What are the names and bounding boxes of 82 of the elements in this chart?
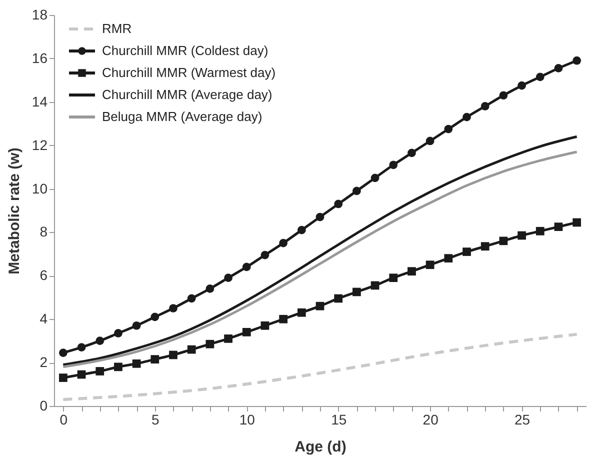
point	[572, 56, 582, 65]
point	[316, 302, 324, 310]
point	[114, 362, 122, 372]
point	[297, 308, 306, 317]
point	[58, 348, 68, 357]
point	[334, 200, 343, 208]
point	[370, 281, 380, 290]
y-tick-label: 14	[32, 93, 48, 110]
point	[426, 260, 434, 269]
point	[536, 226, 544, 236]
legend-label: Churchill MMR (Coldest day)	[102, 43, 268, 58]
line-series	[62, 332, 578, 401]
point	[480, 242, 490, 251]
point	[242, 262, 251, 272]
point	[352, 186, 361, 196]
x-tick-label: 15	[331, 412, 347, 428]
point	[260, 250, 270, 260]
y-tick-label: 12	[32, 136, 48, 153]
y-tick-label: 18	[32, 6, 48, 22]
y-tick-label: 10	[32, 180, 48, 196]
point	[279, 238, 288, 248]
point	[408, 148, 416, 158]
point	[572, 218, 582, 227]
x-tick-label: 0	[60, 412, 68, 428]
point	[260, 321, 270, 330]
point	[554, 222, 563, 231]
point	[279, 314, 288, 324]
y-tick-label: 6	[40, 267, 48, 284]
x-tick-label: 10	[239, 412, 256, 428]
point	[462, 248, 471, 256]
point	[206, 284, 214, 293]
point	[370, 174, 380, 182]
point	[462, 112, 471, 122]
point	[96, 336, 104, 346]
point	[499, 91, 508, 100]
y-tick-label: 8	[40, 224, 48, 240]
point	[132, 359, 141, 368]
point	[58, 374, 68, 382]
legend-label: Beluga MMR (Average day)	[102, 109, 262, 124]
point	[206, 340, 214, 348]
point	[224, 274, 232, 282]
x-tick-label: 25	[514, 412, 530, 428]
point	[389, 274, 398, 282]
point	[297, 226, 306, 234]
point	[426, 136, 434, 146]
point	[150, 355, 160, 364]
point	[169, 350, 178, 360]
x-tick-label: 5	[152, 412, 160, 428]
legend-label: Churchill MMR (Warmest day)	[102, 65, 276, 80]
point	[518, 81, 526, 90]
point	[77, 370, 86, 379]
point	[389, 160, 398, 170]
legend-label: RMR	[102, 21, 132, 36]
point	[334, 294, 343, 303]
point	[224, 334, 232, 343]
point	[444, 124, 453, 134]
point	[480, 102, 490, 110]
y-tick-label: 2	[40, 354, 48, 370]
point	[96, 367, 104, 376]
point	[316, 212, 324, 222]
y-tick-label: 16	[32, 50, 48, 66]
legend-label: Churchill MMR (Average day)	[102, 87, 272, 102]
point	[554, 64, 563, 72]
point	[169, 304, 178, 312]
y-tick-label: 0	[40, 398, 48, 414]
y-tick-label: 4	[40, 310, 48, 327]
point	[518, 231, 526, 240]
point	[408, 267, 416, 276]
y-axis-title: Metabolic rate (w)	[6, 148, 23, 274]
point	[150, 312, 160, 322]
point	[114, 329, 122, 338]
point	[352, 288, 361, 296]
point	[187, 294, 196, 303]
point	[536, 72, 544, 82]
point	[499, 236, 508, 246]
point	[132, 321, 141, 330]
point	[187, 345, 196, 354]
x-tick-label: 20	[422, 412, 439, 428]
point	[77, 343, 86, 352]
point	[444, 254, 453, 262]
x-axis-title: Age (d)	[294, 438, 346, 456]
point	[242, 328, 251, 336]
